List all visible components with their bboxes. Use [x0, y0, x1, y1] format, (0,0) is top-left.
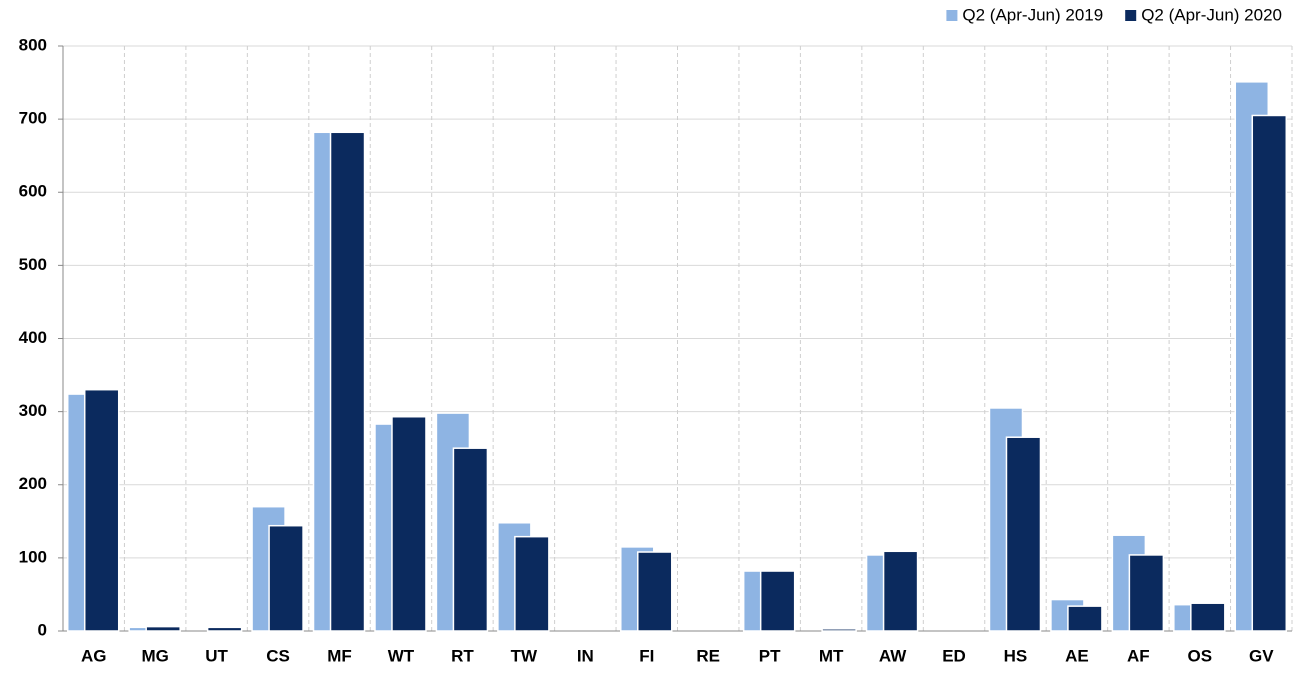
y-tick-label: 600: [19, 182, 47, 201]
bar: [637, 551, 673, 632]
bar: [391, 415, 427, 632]
bar: [83, 388, 120, 632]
bar: [1067, 605, 1103, 632]
y-tick-label: 300: [19, 401, 47, 420]
bar: [145, 625, 181, 632]
x-tick-label: OS: [1188, 646, 1213, 665]
legend-swatch: [1125, 10, 1137, 21]
bar: [821, 628, 857, 632]
bar: [1190, 602, 1226, 632]
x-tick-label: TW: [511, 646, 538, 665]
legend-label: Q2 (Apr-Jun) 2020: [1141, 5, 1282, 24]
x-tick-label: MT: [819, 646, 844, 665]
y-tick-label: 800: [19, 35, 47, 54]
x-tick-label: MG: [141, 646, 168, 665]
x-tick-label: MF: [327, 646, 352, 665]
x-tick-label: AW: [879, 646, 907, 665]
bar: [759, 570, 796, 632]
y-tick-label: 400: [19, 328, 47, 347]
x-tick-label: AG: [81, 646, 107, 665]
bar: [206, 626, 243, 632]
y-tick-label: 100: [19, 547, 47, 566]
x-tick-label: HS: [1004, 646, 1028, 665]
x-tick-label: RE: [696, 646, 720, 665]
legend-swatch: [946, 10, 958, 21]
x-tick-label: ED: [942, 646, 966, 665]
bar: [514, 535, 550, 632]
x-tick-label: CS: [266, 646, 290, 665]
y-tick-label: 200: [19, 474, 47, 493]
legend-label: Q2 (Apr-Jun) 2019: [962, 5, 1103, 24]
bar: [268, 524, 304, 632]
bar: [329, 131, 366, 632]
bar: [1251, 114, 1288, 632]
bar: [1005, 436, 1042, 632]
x-tick-label: UT: [205, 646, 228, 665]
bar: [452, 447, 489, 632]
x-tick-label: WT: [388, 646, 415, 665]
y-tick-label: 0: [38, 620, 47, 639]
bar: [1128, 554, 1165, 632]
x-tick-label: FI: [639, 646, 654, 665]
x-tick-label: RT: [451, 646, 474, 665]
x-tick-label: PT: [759, 646, 781, 665]
y-tick-label: 700: [19, 109, 47, 128]
x-tick-label: IN: [577, 646, 594, 665]
x-tick-label: GV: [1249, 646, 1274, 665]
x-tick-label: AF: [1127, 646, 1150, 665]
bar: [882, 550, 919, 632]
y-tick-label: 500: [19, 255, 47, 274]
x-tick-label: AE: [1065, 646, 1089, 665]
